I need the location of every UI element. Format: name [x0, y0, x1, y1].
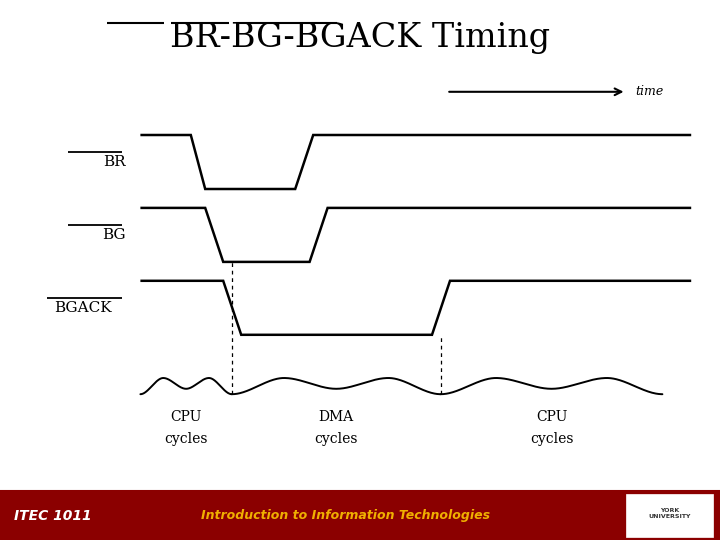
Text: time: time [635, 85, 663, 98]
Text: CPU: CPU [536, 410, 567, 424]
Bar [0, 491, 720, 540]
Text: BR-BG-BGACK Timing: BR-BG-BGACK Timing [170, 22, 550, 54]
Text: cycles: cycles [315, 432, 358, 446]
Text: BG: BG [102, 228, 126, 242]
Text: cycles: cycles [530, 432, 573, 446]
Text: DMA: DMA [319, 410, 354, 424]
Text: ITEC 1011: ITEC 1011 [14, 509, 92, 523]
Text: YORK
UNIVERSITY: YORK UNIVERSITY [648, 508, 691, 518]
Bar [626, 494, 713, 537]
Text: BGACK: BGACK [54, 301, 112, 315]
Text: cycles: cycles [164, 432, 208, 446]
Text: CPU: CPU [171, 410, 202, 424]
Text: Introduction to Information Technologies: Introduction to Information Technologies [201, 509, 490, 522]
Text: BR: BR [104, 155, 126, 169]
